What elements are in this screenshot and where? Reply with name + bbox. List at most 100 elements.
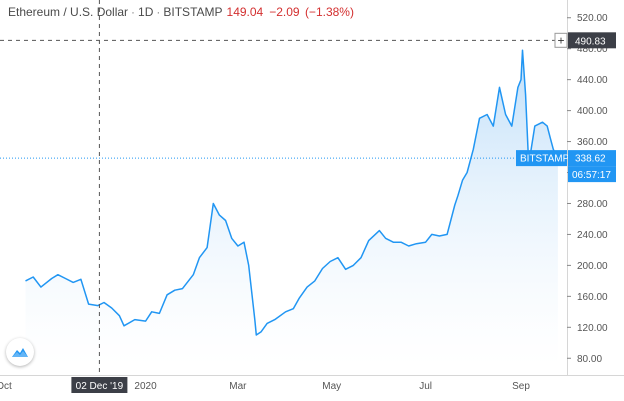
crosshair-price-label: 490.83 — [575, 36, 606, 47]
price-point — [416, 243, 417, 244]
plus-icon[interactable]: + — [554, 32, 568, 48]
price-point — [553, 149, 554, 150]
price-point — [57, 274, 58, 275]
price-point — [307, 287, 308, 288]
price-point — [322, 268, 323, 269]
price-point — [40, 287, 41, 288]
time-tick-label: May — [322, 381, 341, 392]
price-line-layer — [25, 49, 559, 336]
price-point — [393, 242, 394, 243]
price-tick-label: 360.00 — [577, 137, 608, 148]
price-point — [385, 238, 386, 239]
price-point — [225, 220, 226, 221]
price-point — [447, 234, 448, 235]
plus-label: + — [557, 33, 564, 47]
price-point — [454, 205, 455, 206]
price-point — [231, 238, 232, 239]
last-price-tag — [568, 150, 616, 167]
price-axis[interactable]: 80.00120.00160.00200.00240.00280.00320.0… — [567, 13, 608, 365]
price-point — [547, 126, 548, 127]
price-point — [25, 280, 26, 281]
price-point — [237, 246, 238, 247]
price-point — [73, 282, 74, 283]
price-point — [174, 290, 175, 291]
tradingview-logo-icon[interactable] — [6, 338, 34, 366]
logo-mountain-icon — [12, 348, 28, 357]
price-point — [254, 319, 255, 320]
price-point — [487, 114, 488, 115]
symbol-name: Ethereum / U.S. Dollar — [8, 5, 129, 19]
price-point — [379, 230, 380, 231]
price-point — [361, 257, 362, 258]
price-point — [462, 180, 463, 181]
last-price: 149.04 — [226, 5, 264, 19]
price-point — [244, 242, 245, 243]
price-point — [111, 308, 112, 309]
price-point — [522, 50, 523, 51]
price-point — [151, 311, 152, 312]
crosshair — [0, 0, 567, 376]
price-point — [33, 277, 34, 278]
price-point — [199, 257, 200, 258]
price-point — [299, 297, 300, 298]
crosshair-price-tag — [568, 32, 616, 49]
price-point — [219, 215, 220, 216]
price-tick-label: 520.00 — [577, 13, 608, 24]
countdown-label: 06:57:17 — [572, 170, 611, 181]
price-tick-label: 80.00 — [577, 354, 602, 365]
price-point — [542, 122, 543, 123]
price-point — [493, 126, 494, 127]
price-line — [25, 49, 559, 336]
price-point — [104, 302, 105, 303]
price-point — [473, 149, 474, 150]
price-point — [439, 236, 440, 237]
price-point — [525, 95, 526, 96]
time-tick-label: Jul — [419, 381, 432, 392]
price-area-fill — [25, 50, 558, 366]
exchange-tag — [516, 150, 567, 167]
price-tick-label: 120.00 — [577, 323, 608, 334]
price-point — [285, 311, 286, 312]
price-point — [353, 265, 354, 266]
countdown-tag — [568, 166, 616, 183]
price-point — [511, 126, 512, 127]
last-price-label: 338.62 — [575, 154, 606, 165]
price-tick-label: 440.00 — [577, 75, 608, 86]
price-point — [267, 323, 268, 324]
price-point — [274, 319, 275, 320]
price-point — [408, 246, 409, 247]
price-point — [550, 137, 551, 138]
price-point — [97, 305, 98, 306]
price-point — [51, 278, 52, 279]
price-point — [457, 195, 458, 196]
time-tick-label: Oct — [0, 381, 12, 392]
price-point — [207, 247, 208, 248]
price-point — [521, 79, 522, 80]
crosshair-date-label: 02 Dec '19 — [76, 381, 124, 392]
price-change: −2.09 — [269, 5, 300, 19]
axis-tags: +490.83 02 Dec '19 BITSTAMP 338.62 06:57:17 — [71, 32, 616, 393]
price-point — [517, 87, 518, 88]
price-point — [119, 315, 120, 316]
price-point — [345, 269, 346, 270]
price-tick-label: 480.00 — [577, 44, 608, 55]
price-point — [88, 304, 89, 305]
price-point — [261, 331, 262, 332]
price-point — [505, 114, 506, 115]
price-point — [534, 126, 535, 127]
price-point — [330, 261, 331, 262]
price-point — [159, 313, 160, 314]
price-tick-label: 160.00 — [577, 292, 608, 303]
price-tick-label: 280.00 — [577, 199, 608, 210]
price-point — [401, 242, 402, 243]
exchange-tag-label: BITSTAMP — [520, 154, 570, 165]
price-point — [431, 234, 432, 235]
time-axis[interactable]: Oct 2020 Mar May Jul Sep — [0, 381, 530, 392]
price-point — [65, 278, 66, 279]
price-point — [167, 294, 168, 295]
symbol-legend[interactable]: Ethereum / U.S. Dollar · 1D · BITSTAMP 149.04… — [8, 5, 354, 19]
exchange-label: BITSTAMP — [163, 5, 223, 19]
price-point — [499, 87, 500, 88]
price-point — [182, 288, 183, 289]
